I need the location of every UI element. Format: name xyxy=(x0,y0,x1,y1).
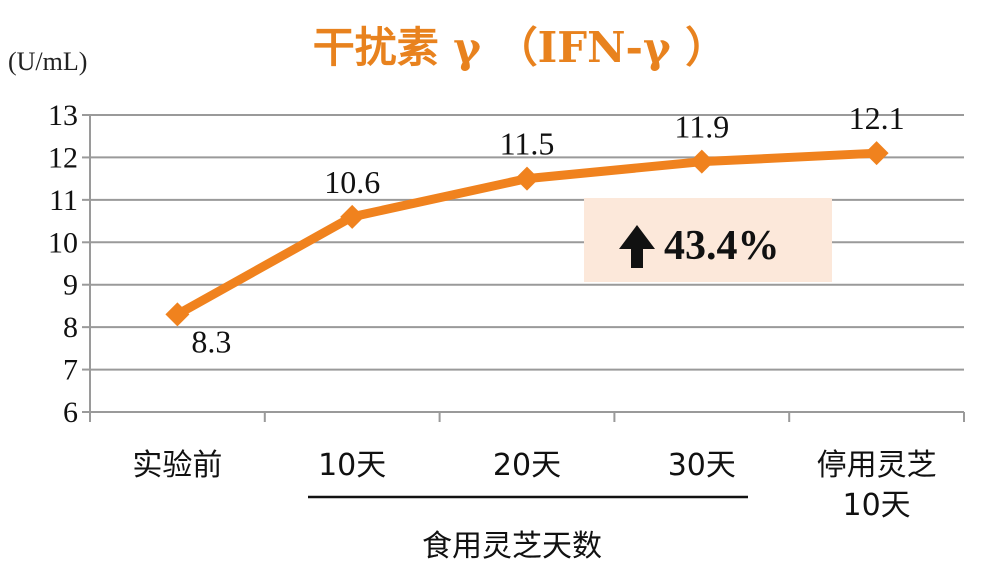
x-tick-label: 10天 xyxy=(318,448,386,483)
data-label: 11.9 xyxy=(674,109,729,145)
data-point-marker xyxy=(165,302,190,327)
data-point-marker xyxy=(864,141,889,166)
x-tick-label: 30天 xyxy=(668,448,736,483)
y-tick-label: 12 xyxy=(48,141,78,174)
y-tick-label: 6 xyxy=(63,396,78,429)
y-tick-label: 9 xyxy=(63,269,78,302)
series-line-ifn xyxy=(165,141,889,327)
data-point-marker xyxy=(515,166,539,191)
data-point-marker xyxy=(340,204,365,229)
data-point-marker xyxy=(689,149,714,174)
y-tick-label: 7 xyxy=(63,354,78,387)
y-tick-label: 11 xyxy=(49,184,78,217)
callout-box: 43.4% xyxy=(584,198,832,282)
x-axis-ticks: 实验前 10天 20天 30天 停用灵芝 10天 xyxy=(132,448,936,523)
data-label: 12.1 xyxy=(849,100,905,136)
y-tick-label: 10 xyxy=(48,226,78,259)
y-tick-label: 8 xyxy=(63,311,78,344)
data-label: 11.5 xyxy=(500,126,555,162)
data-label: 8.3 xyxy=(191,323,231,359)
callout-percent: 43.4% xyxy=(664,223,780,269)
x-tick-label: 实验前 xyxy=(132,448,222,483)
data-label: 10.6 xyxy=(324,164,380,200)
x-tick-label: 20天 xyxy=(493,448,561,483)
x-axis-label: 食用灵芝天数 xyxy=(422,529,602,564)
y-tick-label: 13 xyxy=(48,99,78,132)
data-labels: 8.3 10.6 11.5 11.9 12.1 xyxy=(191,100,904,359)
y-axis-ticks: 6 7 8 9 10 11 12 13 xyxy=(48,99,78,429)
callout-background xyxy=(584,198,832,282)
chart-title: 干扰素 γ （IFN-γ ） xyxy=(313,23,728,72)
up-arrow-icon xyxy=(619,225,655,268)
x-tick-label: 停用灵芝 10天 xyxy=(817,448,937,523)
y-unit-label: (U/mL) xyxy=(8,47,87,76)
